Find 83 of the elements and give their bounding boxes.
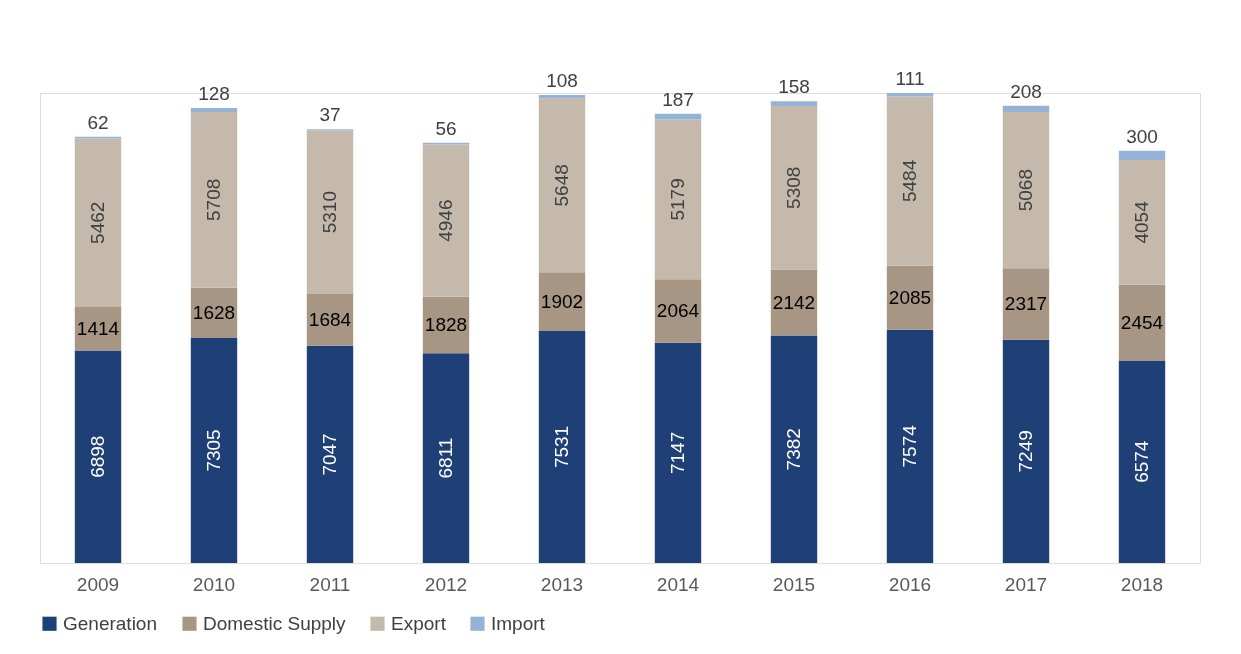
data-label: 7249	[1015, 430, 1036, 473]
legend-label: Generation	[63, 612, 158, 634]
data-label: 108	[546, 70, 578, 91]
x-tick-label: 2015	[772, 573, 816, 595]
data-label: 1684	[308, 308, 352, 330]
bar	[1002, 339, 1050, 563]
bar	[538, 330, 586, 563]
x-tick-label: 2013	[540, 573, 584, 595]
data-label: 208	[1010, 80, 1042, 102]
bar	[1118, 360, 1166, 563]
data-label: 7305	[203, 429, 224, 472]
data-label: 7047	[319, 433, 340, 476]
bar	[654, 119, 702, 280]
bar	[306, 130, 354, 294]
data-label: 5484	[899, 159, 920, 203]
bar	[886, 329, 934, 563]
bar	[1002, 112, 1050, 269]
data-label: 1828	[424, 313, 468, 335]
data-label: 7382	[783, 428, 804, 471]
data-label: 2317	[1004, 292, 1048, 314]
data-label: 2454	[1120, 311, 1164, 333]
x-tick-label: 2016	[888, 573, 932, 595]
bar	[770, 106, 818, 270]
bar	[1002, 268, 1050, 340]
bar	[770, 101, 818, 106]
data-label: 5462	[87, 201, 108, 244]
x-tick-label: 2018	[1120, 573, 1164, 595]
legend-label: Import	[491, 612, 546, 634]
bar	[654, 342, 702, 563]
bar	[1118, 159, 1166, 285]
bar	[770, 269, 818, 336]
data-label: 5308	[783, 166, 804, 209]
data-label: 300	[1126, 125, 1158, 147]
x-tick-label: 2011	[309, 573, 351, 595]
data-label: 37	[319, 104, 341, 126]
legend-label: Domestic Supply	[203, 612, 347, 634]
bar	[190, 107, 238, 112]
data-label: 1902	[540, 290, 584, 312]
data-label: 62	[87, 111, 109, 133]
bar	[538, 98, 586, 273]
data-label: 1414	[76, 317, 120, 339]
data-label: 4946	[435, 199, 456, 242]
data-label: 5310	[319, 191, 340, 234]
bar	[74, 350, 122, 563]
bar	[1002, 105, 1050, 113]
data-label: 7531	[551, 425, 572, 469]
data-label: 6898	[87, 435, 108, 478]
x-tick-label: 2009	[76, 573, 120, 595]
data-label: 56	[435, 117, 457, 139]
data-label: 128	[198, 82, 230, 104]
data-label: 5648	[551, 164, 572, 207]
x-tick-label: 2014	[656, 573, 700, 595]
data-label: 7574	[899, 424, 920, 468]
legend-label: Export	[391, 612, 447, 634]
data-label: 2064	[656, 299, 700, 321]
bar	[1118, 284, 1166, 361]
data-label: 1628	[192, 301, 236, 323]
bar	[422, 144, 470, 297]
data-label: 158	[778, 76, 810, 98]
bar	[886, 96, 934, 266]
data-label: 7147	[667, 431, 688, 475]
data-label: 5068	[1015, 169, 1036, 212]
data-label: 5708	[203, 178, 224, 221]
data-label: 5179	[667, 178, 688, 221]
data-label: 187	[662, 88, 694, 110]
bar	[1118, 150, 1166, 160]
data-label: 111	[895, 68, 925, 89]
bar	[654, 113, 702, 120]
x-tick-label: 2010	[192, 573, 236, 595]
bar	[538, 95, 586, 99]
bar	[190, 337, 238, 563]
bar	[770, 335, 818, 563]
data-label: 6811	[435, 437, 456, 479]
bar	[74, 138, 122, 307]
data-label: 4054	[1131, 200, 1152, 244]
x-tick-label: 2017	[1004, 573, 1048, 595]
data-label: 2085	[888, 286, 932, 308]
bar	[422, 353, 470, 563]
data-label: 6574	[1131, 440, 1152, 483]
x-tick-label: 2012	[424, 573, 468, 595]
bar	[306, 345, 354, 563]
bar	[190, 111, 238, 288]
data-label: 2142	[772, 291, 816, 313]
